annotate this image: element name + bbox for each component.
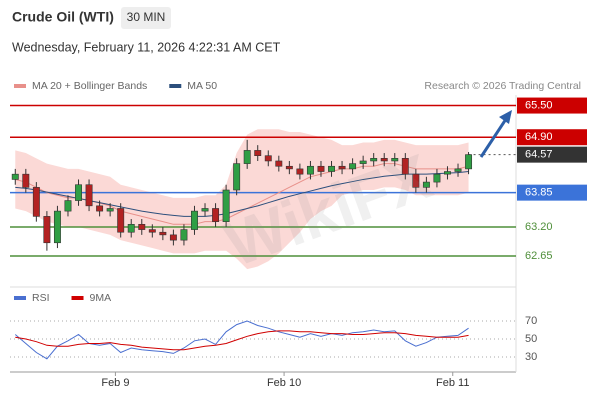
candle-body [191,210,198,230]
candle-body [106,208,114,212]
candle-body [391,158,399,162]
x-tick-label: Feb 9 [101,377,129,389]
candle-body [138,224,146,230]
candle-body [422,181,430,188]
candle-body [222,189,230,222]
candle-body [11,173,19,180]
arrow-head [499,110,512,124]
chart-title: Crude Oil (WTI) [12,9,114,25]
candle-body [180,229,188,241]
candle-body [148,229,156,233]
candle-body [75,184,82,201]
level-label: 63.85 [525,187,553,199]
x-tick-label: Feb 11 [436,377,469,389]
candle-body [64,200,72,212]
y-tick-label: 70 [525,315,537,327]
y-tick-label: 50 [525,333,537,345]
candle-body [32,187,40,217]
candle-body [317,165,325,172]
rsi-panel: RSI 9MA 30 50 70 [10,292,537,363]
candle-body [127,224,135,233]
candle-body [349,163,357,170]
candle-body [159,231,167,236]
candle-body [296,168,304,175]
legend-swatch [14,84,26,88]
legend-label: MA 20 + Bollinger Bands [32,80,147,92]
level-label: 65.50 [525,99,553,111]
candle-body [285,165,293,170]
level-label: 64.57 [525,149,553,161]
level-label-box [517,146,587,163]
candle-body [43,216,51,244]
legend-swatch [14,296,26,300]
legend-swatch [169,84,182,88]
candle-body [22,173,30,188]
legend-swatch [71,296,84,300]
candle-body [444,171,451,175]
candle-body [465,154,473,170]
candle-body [53,210,61,244]
legend-label: MA 50 [187,80,217,92]
candle-body [370,158,378,162]
candle-body [401,158,409,175]
candle-body [454,168,462,172]
rsi-line [15,330,469,351]
legend-label: 9MA [90,292,112,304]
main-panel: MA 20 + Bollinger Bands MA 50 65.50 64.90 64… [10,80,587,270]
y-tick-label: 30 [525,351,537,363]
candle-body [412,173,420,188]
timeframe: 30 MIN [127,10,166,24]
candle-body [85,184,93,207]
x-tick-label: Feb 10 [267,377,301,389]
candle-body [169,234,177,241]
candle-body [117,208,125,233]
timeframe-box [121,7,171,29]
level-label-box [517,97,587,114]
subtitle: Wednesday, February 11, 2026 4:22:31 AM … [12,40,281,54]
candle-body [275,160,283,167]
candle-body [243,150,251,164]
level-label-box [517,184,587,201]
candle-body [359,160,367,164]
level-label-box [517,129,587,146]
candle-body [212,208,220,222]
candle-body [328,165,335,172]
legend-label: RSI [32,292,50,304]
candle-body [380,158,388,162]
level-label: 62.65 [525,250,553,262]
candle-body [433,173,441,183]
candle-body [254,150,262,156]
level-label: 63.20 [525,221,553,233]
level-label: 64.90 [525,131,553,143]
candle-body [201,208,209,212]
forecast-arrow [479,115,510,158]
candle-body [96,205,104,212]
candle-body [306,165,314,175]
candle-body [233,163,241,191]
credit: Research © 2026 Trading Central [424,80,581,92]
candle-body [264,155,272,162]
candle-body [338,165,346,170]
